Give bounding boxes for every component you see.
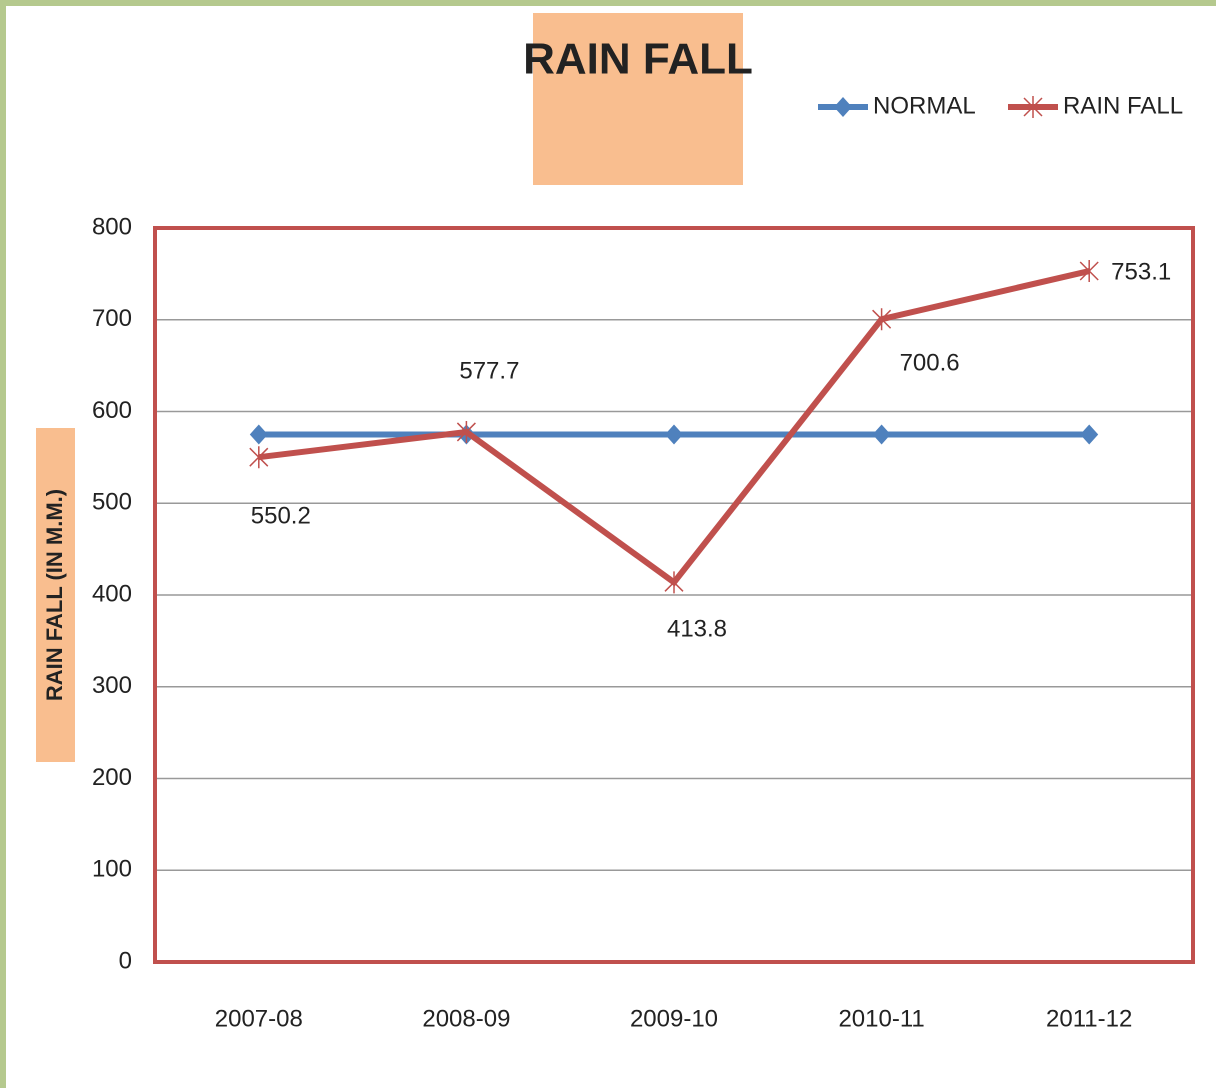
x-tick-label: 2009-10 [630,1005,718,1032]
data-label: 753.1 [1111,258,1171,285]
y-tick-label: 700 [92,305,132,332]
point [1080,424,1099,445]
x-tick-label: 2007-08 [215,1005,303,1032]
y-tick-label: 0 [119,947,132,974]
point [872,424,891,445]
point [664,571,684,594]
point [456,420,476,443]
y-tick-label: 200 [92,764,132,791]
y-tick-label: 800 [92,213,132,240]
point [249,446,269,469]
x-tick-label: 2008-09 [422,1005,510,1032]
point [872,308,892,331]
data-label: 700.6 [900,350,960,377]
legend-label: NORMAL [873,92,976,119]
data-label: 577.7 [459,357,519,384]
x-tick-label: 2011-12 [1046,1005,1132,1032]
y-tick-label: 400 [92,580,132,607]
y-tick-label: 600 [92,397,132,424]
data-label: 550.2 [251,503,311,530]
legend-marker [834,97,852,117]
y-tick-label: 100 [92,856,132,883]
legend-label: RAIN FALL [1063,92,1183,119]
y-axis-label: RAIN FALL (IN M.M.) [42,489,67,701]
point [665,424,683,445]
y-label-box [36,428,75,762]
point [249,424,268,445]
plot-border [153,226,1195,964]
point [1079,260,1099,283]
legend-marker [1023,96,1043,118]
title-box [533,13,743,185]
data-label: 413.8 [667,616,727,643]
x-tick-label: 2010-11 [838,1005,924,1032]
chart-title: RAIN FALL [523,35,753,84]
y-tick-label: 500 [92,489,132,516]
y-tick-label: 300 [92,672,132,699]
